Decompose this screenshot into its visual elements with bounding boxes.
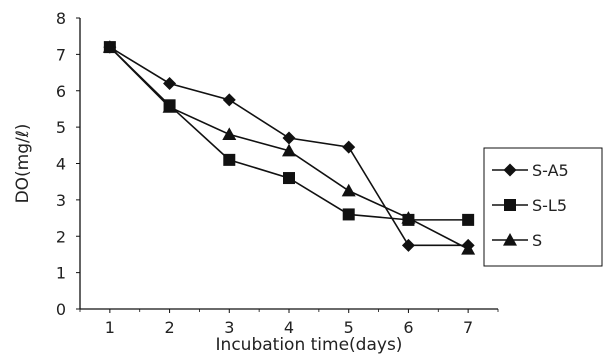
x-tick-label: 2 [164,318,174,337]
y-tick-label: 5 [56,118,66,137]
x-tick-label: 3 [224,318,234,337]
y-tick-label: 7 [56,45,66,64]
data-point-s-a5 [222,93,236,107]
x-tick-label: 6 [403,318,413,337]
legend-marker-s-a5 [503,163,517,177]
legend: S-A5 S-L5 S [483,147,603,267]
data-point-s [282,143,296,157]
legend-marker-s [503,233,517,246]
y-tick-label: 4 [56,155,66,174]
y-tick-label: 6 [56,82,66,101]
data-point-s [102,40,117,53]
data-point-s [222,127,237,140]
data-point-s-a5 [282,131,296,145]
series-lines [102,40,476,255]
data-point-s [162,100,177,113]
data-point-s-a5 [401,238,415,252]
x-tick-label: 1 [105,318,115,337]
data-point-s-a5 [342,140,356,154]
legend-label-s-l5: S-L5 [532,196,567,215]
x-axis-title: Incubation time(days) [216,335,403,354]
legend-label-s-a5: S-A5 [532,161,569,180]
data-point-s [341,183,356,197]
data-point-s-l5 [342,208,355,221]
y-tick-label: 2 [56,227,66,246]
legend-box [483,147,603,267]
x-tick-label: 7 [463,318,473,337]
data-point-s [461,241,476,255]
legend-marker-s-l5 [504,199,516,211]
data-point-s-l5 [462,213,475,226]
axes [76,17,499,313]
y-tick-label: 3 [56,191,66,210]
y-tick-label: 0 [56,300,66,319]
x-tick-label: 4 [284,318,294,337]
y-tick-label: 1 [56,264,66,283]
data-point-s-l5 [223,153,236,166]
y-axis-title: DO(mg/ℓ) [13,124,33,204]
x-tick-label: 5 [344,318,354,337]
data-point-s-a5 [163,76,177,90]
tick-labels: 0 1 2 3 4 5 6 7 8 1 2 3 4 5 6 7 [56,9,473,337]
data-point-s [401,211,416,224]
y-tick-label: 8 [56,9,66,28]
data-point-s-l5 [283,172,295,185]
legend-label-s: S [532,231,542,250]
